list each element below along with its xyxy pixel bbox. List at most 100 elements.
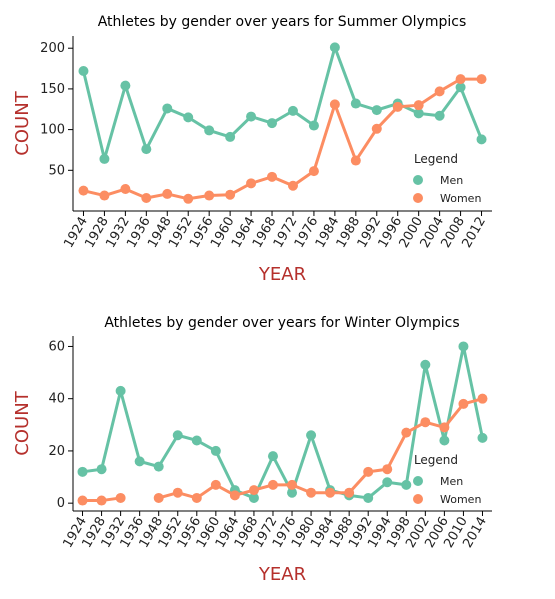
data-point-women (287, 180, 298, 191)
winter-olympics-chart: Athletes by gender over years for Winter… (12, 315, 492, 585)
data-point-men (350, 98, 361, 109)
data-point-men (477, 432, 488, 443)
data-point-women (401, 427, 412, 438)
data-point-men (134, 456, 145, 467)
y-tick-label: 40 (48, 392, 65, 407)
data-point-men (172, 430, 183, 441)
data-point-women (325, 487, 336, 498)
data-point-women (363, 466, 374, 477)
legend-label-men: Men (440, 174, 463, 187)
data-point-women (191, 492, 202, 503)
data-point-men (371, 105, 382, 116)
data-point-women (153, 492, 164, 503)
data-point-men (382, 477, 393, 488)
data-point-men (287, 487, 298, 498)
legend-marker-women (413, 193, 423, 203)
data-point-men (153, 461, 164, 472)
data-point-women (350, 155, 361, 166)
data-point-women (477, 393, 488, 404)
data-point-women (267, 479, 278, 490)
data-point-women (78, 185, 89, 196)
data-point-men (458, 341, 469, 352)
data-point-women (458, 398, 469, 409)
data-point-women (382, 464, 393, 475)
chart-title: Athletes by gender over years for Winter… (104, 315, 459, 331)
data-point-women (225, 189, 236, 200)
data-point-women (413, 100, 424, 111)
data-point-men (183, 112, 194, 123)
data-point-women (455, 74, 466, 85)
data-point-men (248, 492, 259, 503)
data-point-women (248, 485, 259, 496)
data-point-women (306, 487, 317, 498)
data-point-men (162, 103, 173, 114)
data-point-men (329, 42, 340, 53)
data-point-women (210, 479, 221, 490)
y-tick-label: 20 (48, 444, 65, 459)
data-point-men (308, 120, 319, 131)
series-line-men (82, 344, 484, 500)
legend-marker-men (413, 476, 423, 486)
y-tick-label: 200 (40, 41, 65, 56)
y-tick-label: 50 (48, 163, 65, 178)
data-point-men (120, 80, 131, 91)
legend-label-women: Women (440, 493, 481, 506)
data-point-women (77, 495, 88, 506)
data-point-women (287, 479, 298, 490)
data-point-women (172, 487, 183, 498)
data-point-men (204, 125, 215, 136)
data-point-women (115, 492, 126, 503)
y-tick-label: 150 (40, 82, 65, 97)
data-point-men (246, 111, 257, 122)
data-point-men (434, 110, 445, 121)
data-point-men (78, 66, 89, 76)
data-point-men (455, 82, 466, 93)
data-point-women (162, 188, 173, 199)
data-point-women (99, 190, 110, 201)
data-point-men (306, 430, 317, 441)
data-point-women (420, 417, 431, 428)
x-axis-label: YEAR (258, 264, 306, 285)
legend-marker-women (413, 494, 423, 504)
data-point-women (204, 190, 215, 201)
data-point-women (246, 178, 257, 189)
data-point-men (267, 118, 278, 129)
x-axis-label: YEAR (258, 564, 306, 585)
data-point-men (363, 492, 374, 503)
data-point-men (191, 435, 202, 446)
data-point-men (401, 479, 412, 490)
data-point-men (77, 466, 88, 477)
data-point-women (120, 184, 131, 195)
legend-label-men: Men (440, 475, 463, 488)
data-point-women (371, 123, 382, 134)
data-point-men (439, 435, 450, 446)
data-point-men (476, 134, 487, 145)
data-point-men (287, 105, 298, 116)
series-line-women (82, 397, 483, 503)
legend-title: Legend (414, 453, 458, 467)
y-axis-label: COUNT (12, 90, 33, 155)
data-point-men (141, 144, 152, 155)
data-point-women (392, 101, 403, 112)
data-point-men (210, 445, 221, 456)
data-point-men (420, 359, 431, 370)
legend-title: Legend (414, 152, 458, 166)
y-axis-label: COUNT (12, 390, 33, 455)
y-tick-label: 0 (57, 496, 65, 511)
chart-title: Athletes by gender over years for Summer… (98, 14, 467, 30)
data-point-women (344, 487, 355, 498)
data-point-men (225, 131, 236, 142)
data-point-men (115, 385, 126, 396)
y-tick-label: 100 (40, 123, 65, 138)
data-point-men (267, 451, 278, 462)
data-point-women (308, 166, 319, 177)
data-point-women (96, 495, 107, 506)
data-point-women (439, 422, 450, 433)
data-point-women (229, 490, 240, 501)
legend-label-women: Women (440, 192, 481, 205)
data-point-women (183, 193, 194, 204)
data-point-women (267, 171, 278, 182)
data-point-women (141, 192, 152, 203)
data-point-women (329, 99, 340, 110)
